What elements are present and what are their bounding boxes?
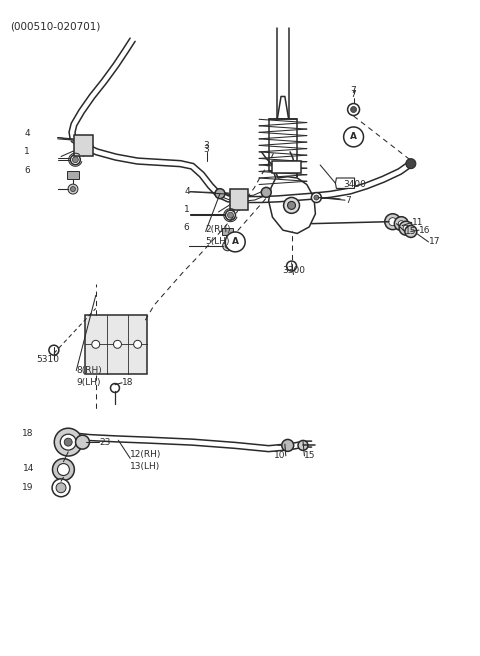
Circle shape	[72, 157, 78, 163]
Circle shape	[288, 201, 296, 209]
Bar	[272, 161, 300, 173]
Text: 10: 10	[274, 451, 286, 461]
Circle shape	[110, 384, 120, 392]
Text: 7: 7	[345, 195, 351, 205]
Circle shape	[406, 159, 416, 169]
Bar	[269, 119, 297, 171]
Text: 2(RH): 2(RH)	[205, 225, 231, 234]
Circle shape	[228, 212, 233, 218]
Text: 4: 4	[184, 186, 190, 195]
FancyBboxPatch shape	[85, 315, 147, 374]
Circle shape	[223, 241, 233, 251]
Circle shape	[282, 440, 294, 451]
Text: 15: 15	[405, 227, 416, 236]
Bar	[230, 189, 248, 210]
Circle shape	[56, 483, 66, 493]
Text: A: A	[350, 133, 357, 142]
Circle shape	[49, 345, 59, 355]
Circle shape	[71, 186, 75, 192]
Text: 5310: 5310	[36, 355, 59, 364]
Text: 18: 18	[23, 429, 34, 438]
Circle shape	[298, 440, 308, 451]
Text: 5(LH): 5(LH)	[205, 237, 230, 246]
Text: 1: 1	[184, 205, 190, 214]
Circle shape	[398, 220, 404, 226]
Circle shape	[403, 225, 409, 231]
Bar	[67, 171, 79, 178]
Circle shape	[52, 479, 70, 497]
Text: 6: 6	[24, 166, 30, 174]
Circle shape	[225, 243, 230, 249]
Circle shape	[399, 221, 413, 235]
Circle shape	[261, 188, 271, 197]
Text: 3: 3	[204, 146, 209, 154]
Text: 11: 11	[412, 218, 423, 227]
Text: 12(RH): 12(RH)	[130, 450, 162, 459]
Text: (000510-020701): (000510-020701)	[10, 22, 100, 31]
Text: 9(LH): 9(LH)	[76, 378, 101, 386]
Circle shape	[395, 216, 408, 231]
Text: 23: 23	[99, 438, 110, 447]
Circle shape	[348, 104, 360, 115]
Circle shape	[60, 434, 76, 450]
Circle shape	[405, 226, 417, 237]
Circle shape	[350, 106, 357, 112]
Text: A: A	[232, 237, 239, 247]
Circle shape	[312, 193, 321, 203]
Text: 7: 7	[351, 90, 357, 99]
Text: 4: 4	[24, 129, 30, 138]
Text: 18: 18	[122, 379, 133, 387]
Text: 3400: 3400	[343, 180, 366, 189]
Text: 1: 1	[24, 148, 30, 156]
Text: 13(LH): 13(LH)	[130, 462, 160, 471]
Text: 19: 19	[23, 483, 34, 491]
Circle shape	[58, 464, 70, 476]
Circle shape	[75, 435, 89, 449]
Text: 14: 14	[23, 464, 34, 473]
Text: 6: 6	[183, 223, 189, 232]
Circle shape	[226, 210, 235, 220]
Circle shape	[287, 261, 297, 271]
Circle shape	[113, 340, 121, 348]
Circle shape	[64, 438, 72, 446]
Circle shape	[225, 232, 245, 252]
Bar	[222, 228, 233, 236]
Text: 7: 7	[351, 85, 357, 94]
Circle shape	[284, 197, 300, 213]
Circle shape	[385, 214, 401, 230]
Circle shape	[389, 218, 396, 226]
Text: 3300: 3300	[282, 266, 305, 275]
Circle shape	[314, 195, 319, 200]
Circle shape	[92, 340, 100, 348]
Text: 16: 16	[419, 226, 431, 235]
Text: 17: 17	[429, 237, 440, 247]
Circle shape	[133, 340, 142, 348]
Circle shape	[344, 127, 363, 147]
Circle shape	[54, 428, 82, 456]
Text: 8(RH): 8(RH)	[76, 366, 102, 375]
Circle shape	[68, 184, 78, 194]
Polygon shape	[336, 178, 355, 188]
Circle shape	[52, 459, 74, 480]
Circle shape	[215, 189, 225, 199]
Bar	[74, 135, 93, 156]
Text: 3: 3	[204, 141, 209, 150]
Text: 15: 15	[304, 451, 316, 461]
Circle shape	[71, 155, 80, 165]
